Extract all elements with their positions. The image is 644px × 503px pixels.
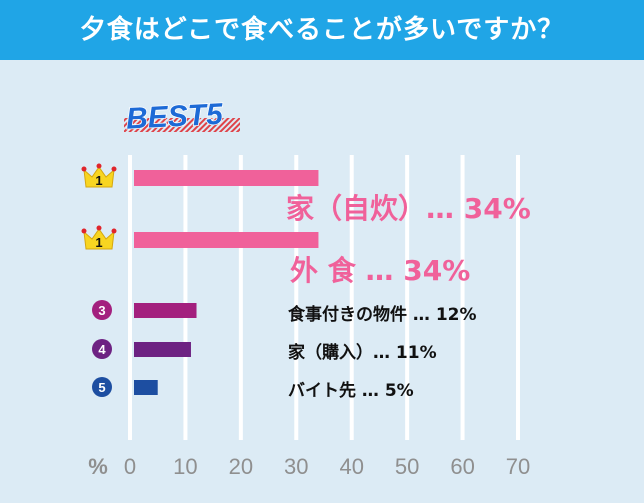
best5-badge: BEST5 xyxy=(124,97,240,137)
rank-number: 1 xyxy=(95,173,102,188)
bar xyxy=(134,303,197,318)
rank-number: 5 xyxy=(98,380,105,395)
labels-layer: 家（自炊）… 34% 外 食 … 34% 食事付きの物件 … 12% 家（購入）… 1… xyxy=(286,192,531,401)
header-bar xyxy=(0,0,644,60)
crown-icon: 1 xyxy=(81,163,117,188)
x-tick-label: 60 xyxy=(450,454,474,479)
rank-number: 1 xyxy=(95,235,102,250)
data-label: 食事付きの物件 … 12% xyxy=(288,304,477,325)
x-tick-label: 10 xyxy=(173,454,197,479)
data-label: 家（自炊）… 34% xyxy=(286,192,531,225)
x-axis: 0 10 20 30 40 50 60 70% xyxy=(88,454,530,479)
crown-jewel xyxy=(81,228,87,234)
crown-shape xyxy=(83,228,115,250)
x-tick-label: 30 xyxy=(284,454,308,479)
x-tick-label: 50 xyxy=(395,454,419,479)
crown-jewel xyxy=(81,166,87,172)
rank-circle xyxy=(92,377,112,397)
crown-jewel xyxy=(96,225,102,231)
bar xyxy=(134,342,191,357)
circle-number-icon: 4 xyxy=(92,339,112,359)
rank-circle xyxy=(92,339,112,359)
bar xyxy=(134,380,158,395)
chart-title: 夕食はどこで食べることが多いですか？ xyxy=(79,15,565,45)
circle-number-icon: 5 xyxy=(92,377,112,397)
bar xyxy=(134,170,319,186)
crown-shape xyxy=(83,166,115,188)
x-tick-label: 70 xyxy=(506,454,530,479)
bars-layer xyxy=(134,170,319,395)
rank-number: 3 xyxy=(98,303,105,318)
x-tick-label: 20 xyxy=(229,454,253,479)
data-label: 家（購入）… 11% xyxy=(288,342,437,363)
badge-text: BEST5 xyxy=(125,98,225,136)
rank-number: 4 xyxy=(98,342,106,357)
badge-underline xyxy=(124,118,240,132)
circle-number-icon: 3 xyxy=(92,300,112,320)
x-axis-unit-label: % xyxy=(88,454,108,479)
crown-icon: 1 xyxy=(81,225,117,250)
bar xyxy=(134,232,319,248)
x-tick-label: 0 xyxy=(124,454,136,479)
rank-icons-layer: 1 1 3 4 5 xyxy=(81,163,117,397)
rank-circle xyxy=(92,300,112,320)
crown-jewel xyxy=(111,228,117,234)
x-tick-label: 40 xyxy=(339,454,363,479)
crown-jewel xyxy=(96,163,102,169)
data-label: 外 食 … 34% xyxy=(290,254,470,287)
crown-jewel xyxy=(111,166,117,172)
data-label: バイト先 … 5% xyxy=(288,380,414,401)
grid-layer xyxy=(128,155,520,440)
